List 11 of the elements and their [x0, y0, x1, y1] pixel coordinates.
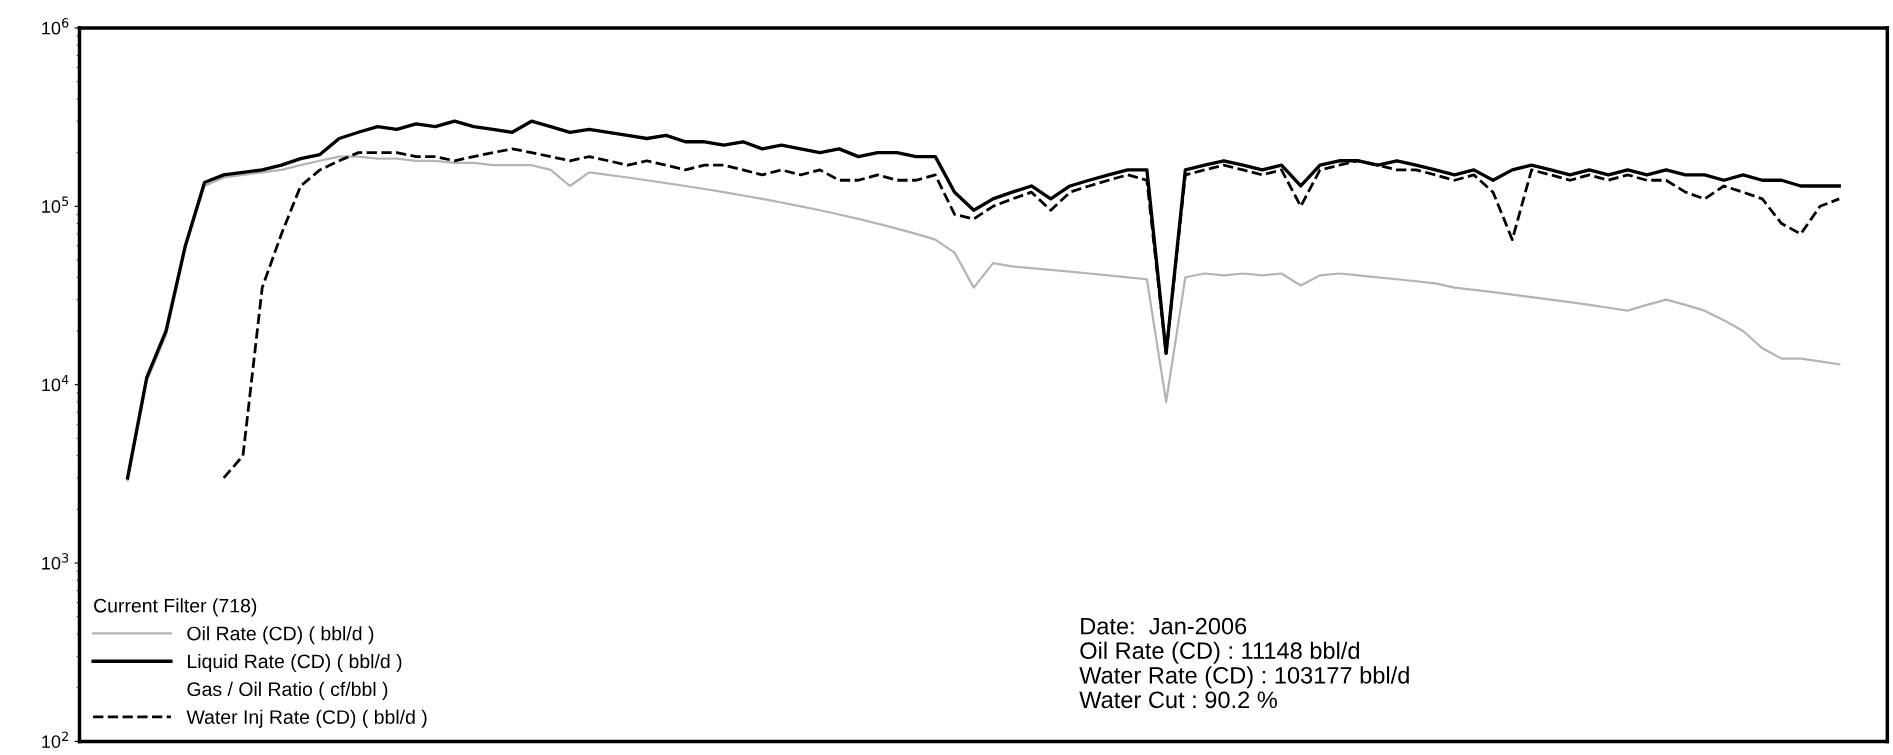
y-tick-label: 10$^{5}$	[42, 196, 69, 213]
y-tick-label: 10$^{6}$	[42, 18, 69, 35]
legend-label: Liquid Rate (CD) ( bbl/d )	[188, 653, 402, 673]
annotation: Date: Jan-2006 Oil Rate (CD) : 11148 bbl/d Water Rate (CD) : 103177 bbl/d Water Cut : 90.2 %	[1079, 617, 1409, 709]
text: Gas / Oil Ratio ( cf/bbl )	[187, 681, 388, 700]
y-tick-label: 10$^{4}$	[42, 374, 69, 392]
legend-title: Current Filter (718)	[94, 598, 257, 617]
y-tick-label: 10$^{3}$	[42, 553, 69, 570]
legend-label: Oil Rate (CD) ( bbl/d )	[187, 626, 374, 645]
legend-label: Water Inj Rate (CD) ( bbl/d )	[186, 709, 427, 728]
y-tick-label: 10$^{2}$	[42, 731, 68, 748]
